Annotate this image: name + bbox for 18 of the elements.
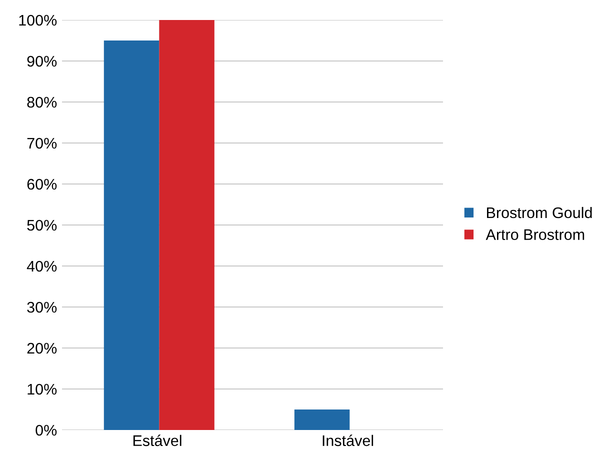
y-tick-label: 80% [27,96,57,108]
y-tick-label: 60% [27,178,57,190]
x-tick-label: Estável [133,434,182,446]
bar [104,40,160,430]
y-tick-label: 100% [19,14,57,26]
y-tick-label: 40% [26,260,57,272]
x-tick-label: Instável [322,434,374,446]
legend-label: Brostrom Gould [487,206,592,218]
y-tick-label: 30% [27,302,57,313]
y-tick-label: 10% [28,384,57,395]
bar [294,410,350,430]
y-tick-label: 70% [27,138,57,149]
y-tick-label: 0% [36,424,57,436]
bar [159,20,214,430]
y-tick-label: 90% [27,56,57,67]
y-tick-label: 20% [27,342,57,354]
y-tick-label: 50% [27,220,57,231]
legend-label: Artro Brostrom [486,229,584,240]
